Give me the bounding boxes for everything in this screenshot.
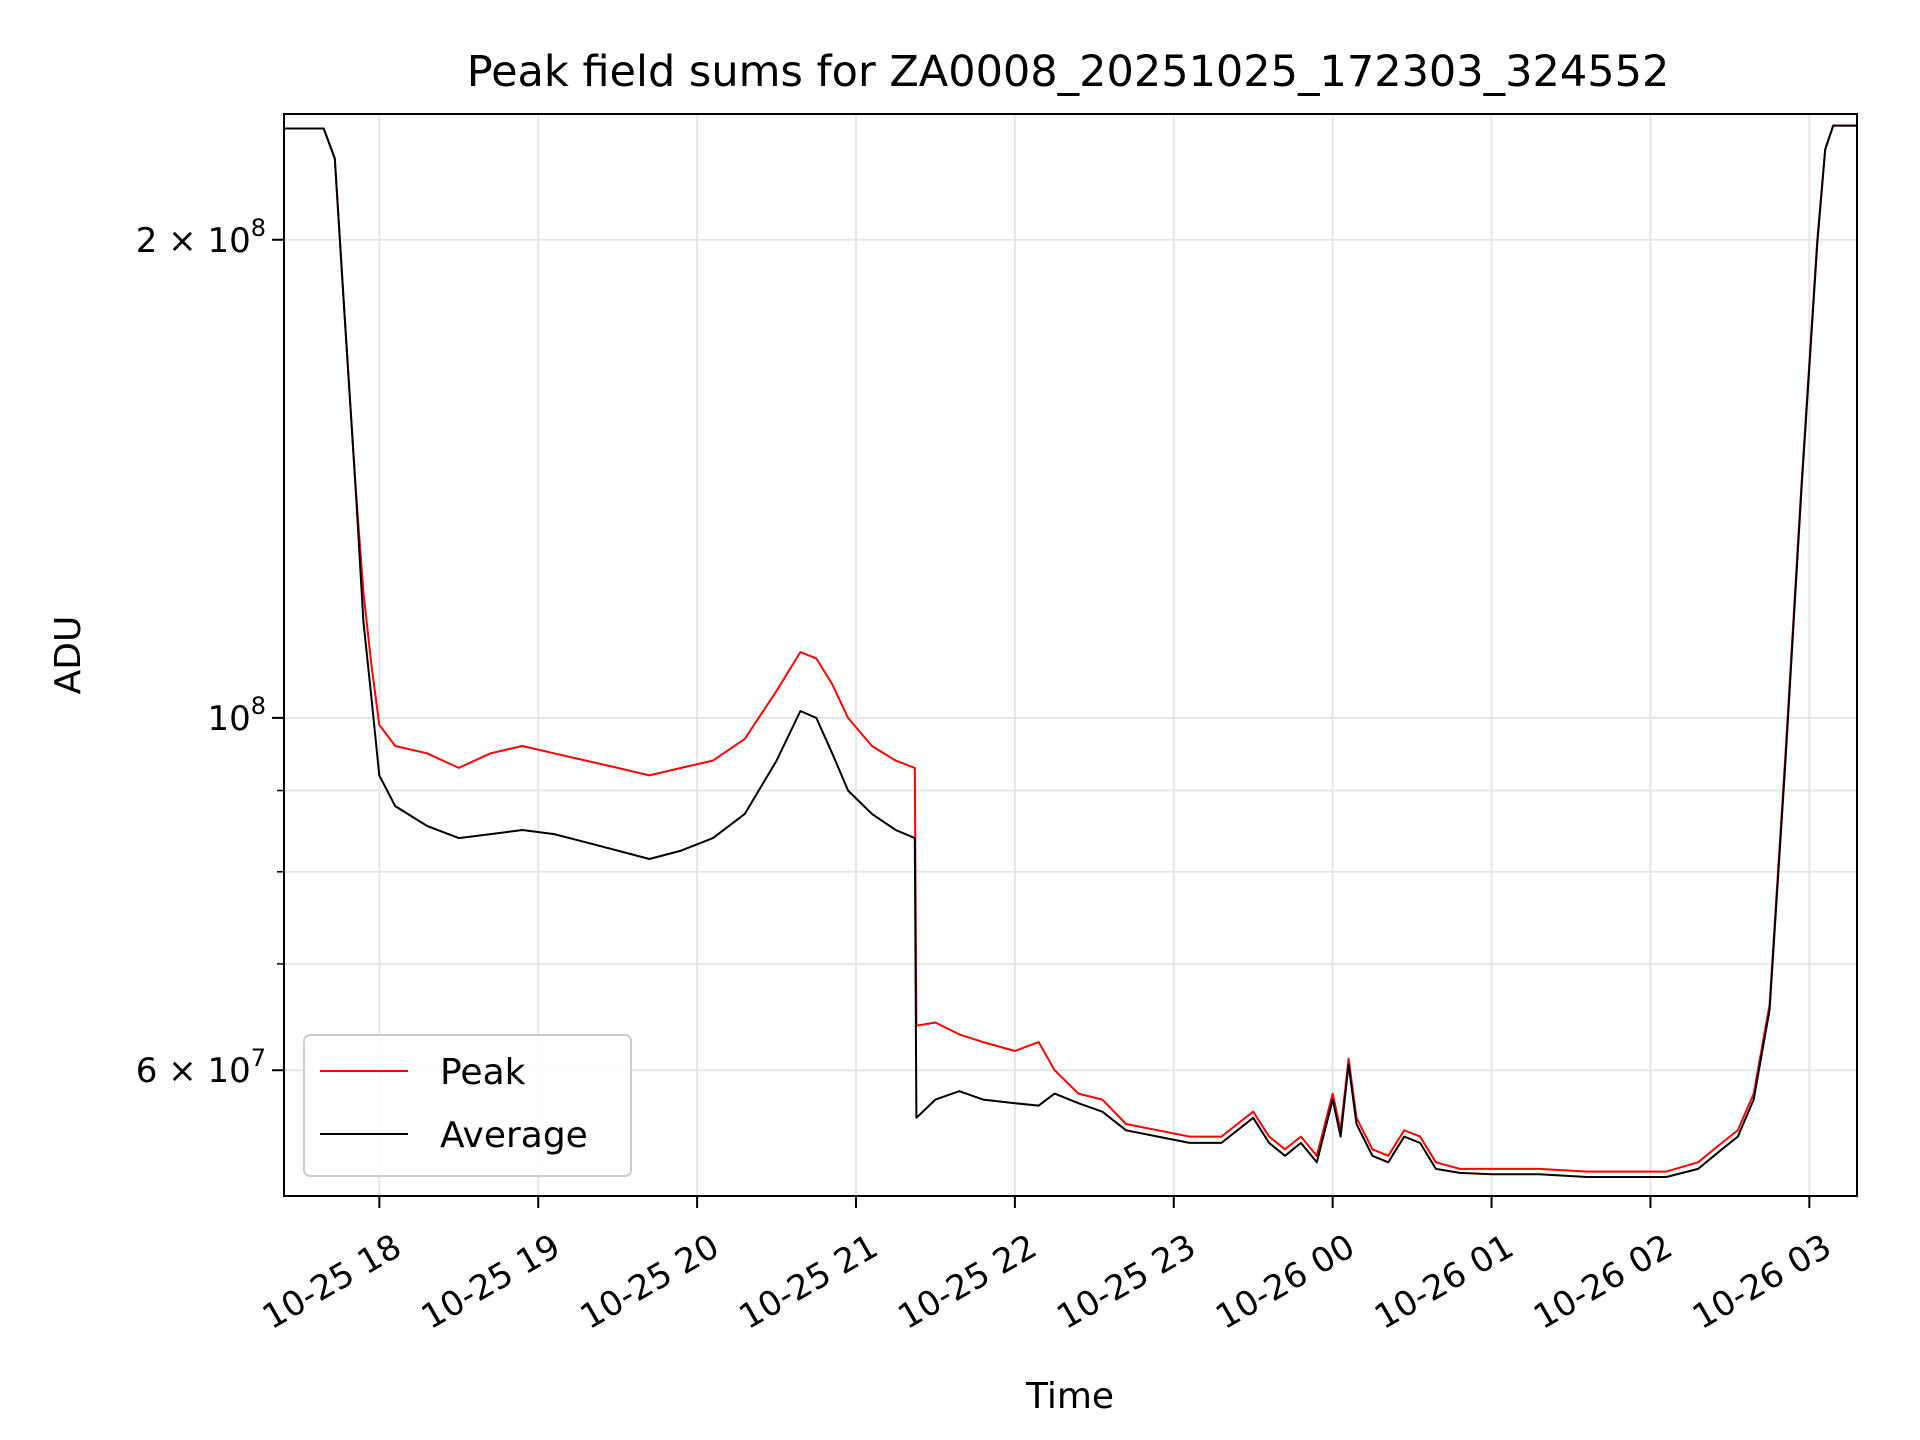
legend: Peak Average: [303, 1034, 632, 1177]
y-tick-label: 108: [207, 692, 266, 739]
y-tick-base: 10: [207, 699, 250, 739]
legend-average-label: Average: [440, 1115, 588, 1156]
x-axis-label: Time: [1025, 1376, 1114, 1417]
y-tick-label: 6 × 107: [136, 1044, 266, 1091]
plot-frame: [283, 113, 1858, 1197]
y-tick-base: 2 × 10: [136, 221, 251, 261]
y-axis-label: ADU: [48, 616, 89, 695]
y-tick-base: 6 × 10: [136, 1051, 251, 1091]
y-tick-label: 2 × 108: [136, 214, 266, 261]
y-tick-exponent: 8: [251, 214, 266, 242]
y-tick-exponent: 7: [251, 1044, 266, 1072]
chart-title: Peak field sums for ZA0008_20251025_1723…: [467, 47, 1670, 97]
series-group: [284, 124, 1857, 1178]
series-average-line: [284, 124, 1857, 1178]
legend-peak-label: Peak: [440, 1052, 526, 1093]
y-tick-exponent: 8: [251, 692, 266, 720]
grid: [284, 114, 1857, 1196]
series-peak-line: [284, 124, 1857, 1173]
